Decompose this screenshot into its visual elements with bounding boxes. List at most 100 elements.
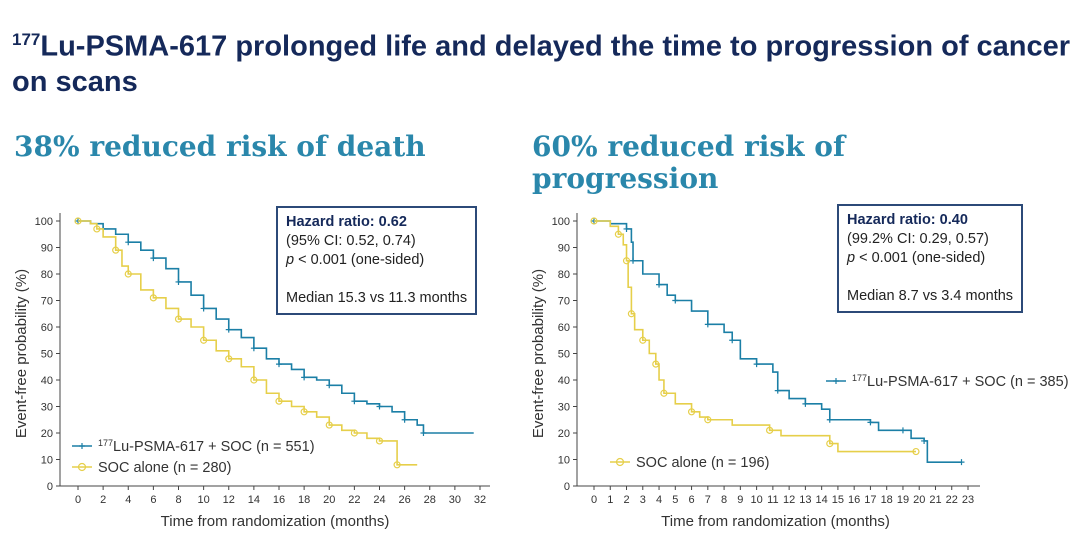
x-tick-label: 2	[623, 494, 629, 506]
right-chart-title: 60% reduced risk of progression	[532, 130, 846, 195]
censor-mark	[652, 360, 660, 368]
x-tick-label: 9	[737, 494, 743, 506]
left-chart-title: 38% reduced risk of death	[14, 130, 426, 163]
censor-mark	[590, 217, 598, 225]
censor-mark	[704, 416, 712, 424]
censor-mark	[826, 440, 834, 448]
x-tick-label: 21	[929, 494, 941, 506]
censor-mark	[774, 387, 781, 394]
x-tick-label: 20	[913, 494, 925, 506]
x-tick-label: 8	[175, 494, 181, 506]
y-tick-label: 30	[41, 402, 53, 414]
censor-mark	[225, 355, 233, 363]
censor-mark	[729, 337, 736, 344]
y-tick-label: 40	[558, 375, 570, 387]
censor-mark	[393, 461, 401, 469]
x-tick-label: 2	[100, 494, 106, 506]
censor-mark	[93, 225, 101, 233]
x-tick-label: 30	[449, 494, 461, 506]
x-axis-label: Time from randomization (months)	[661, 513, 890, 530]
x-tick-label: 32	[474, 494, 486, 506]
censor-mark	[200, 336, 208, 344]
censor-mark	[867, 419, 874, 426]
title-text: Lu-PSMA-617 prolonged life and delayed t…	[12, 30, 1071, 98]
censor-mark	[660, 389, 668, 397]
censor-mark	[225, 326, 232, 333]
y-tick-label: 0	[47, 481, 53, 493]
median: Median 8.7 vs 3.4 months	[847, 288, 1014, 304]
x-tick-label: 18	[881, 494, 893, 506]
censor-mark	[704, 321, 711, 328]
legend-superscript: 177	[852, 373, 867, 383]
hr-value: 0.62	[378, 214, 407, 230]
x-tick-label: 10	[198, 494, 210, 506]
y-tick-label: 70	[558, 296, 570, 308]
km-curve-treatment	[594, 220, 962, 463]
x-tick-label: 11	[767, 494, 778, 506]
x-tick-label: 3	[640, 494, 646, 506]
censor-mark	[622, 257, 631, 265]
censor-mark	[639, 336, 647, 344]
y-tick-label: 60	[41, 322, 53, 334]
y-tick-label: 90	[41, 243, 53, 255]
x-tick-label: 1	[607, 494, 613, 506]
legend-label: 177Lu-PSMA-617 + SOC (n = 385)	[852, 373, 1069, 390]
x-tick-label: 4	[656, 494, 662, 506]
ci: (99.2% CI: 0.29, 0.57)	[847, 231, 989, 247]
censor-mark	[275, 397, 283, 405]
censor-mark	[614, 230, 622, 238]
censor-mark	[175, 278, 182, 285]
legend-text: Lu-PSMA-617 + SOC (n = 551)	[113, 439, 315, 455]
y-tick-label: 60	[558, 322, 570, 334]
legend-marker	[833, 378, 839, 384]
censor-mark	[250, 345, 257, 352]
censor-mark	[899, 427, 906, 434]
x-tick-label: 12	[783, 494, 795, 506]
x-tick-label: 19	[897, 494, 909, 506]
censor-mark	[174, 315, 183, 323]
hr-value: 0.40	[939, 212, 968, 228]
censor-mark	[376, 403, 383, 410]
y-tick-label: 80	[41, 269, 53, 281]
x-tick-label: 13	[799, 494, 811, 506]
x-tick-label: 17	[864, 494, 876, 506]
x-tick-label: 23	[962, 494, 974, 506]
page-title: 177Lu-PSMA-617 prolonged life and delaye…	[12, 22, 1080, 100]
censor-mark	[921, 437, 928, 444]
right-stats-box: Hazard ratio: 0.40 (99.2% CI: 0.29, 0.57…	[837, 204, 1024, 313]
x-tick-label: 12	[223, 494, 235, 506]
legend-superscript: 177	[98, 438, 113, 448]
censor-mark	[150, 255, 157, 262]
x-tick-label: 16	[848, 494, 860, 506]
legend-label: SOC alone (n = 280)	[98, 460, 231, 476]
censor-mark	[630, 257, 637, 264]
hr-label: Hazard ratio:	[847, 212, 936, 228]
y-tick-label: 70	[41, 296, 53, 308]
censor-mark	[276, 361, 282, 368]
y-tick-label: 50	[41, 349, 53, 361]
legend-marker	[79, 443, 85, 449]
censor-mark	[627, 310, 636, 318]
censor-mark	[300, 408, 308, 416]
censor-mark	[958, 459, 965, 466]
x-tick-label: 14	[248, 494, 260, 506]
x-tick-label: 5	[672, 494, 678, 506]
censor-mark	[672, 297, 679, 304]
x-tick-label: 6	[689, 494, 695, 506]
x-tick-label: 24	[373, 494, 385, 506]
y-axis-label: Event-free probability (%)	[13, 269, 30, 438]
legend-text: Lu-PSMA-617 + SOC (n = 385)	[867, 374, 1069, 390]
censor-mark	[656, 281, 663, 288]
y-tick-label: 40	[41, 375, 53, 387]
x-tick-label: 14	[816, 494, 828, 506]
censor-mark	[250, 376, 258, 384]
y-axis-label: Event-free probability (%)	[530, 269, 547, 438]
legend-marker	[77, 462, 87, 472]
censor-mark	[687, 408, 696, 416]
y-tick-label: 20	[558, 428, 570, 440]
censor-mark	[766, 426, 774, 434]
censor-mark	[753, 361, 760, 368]
x-tick-label: 0	[591, 494, 597, 506]
p-value: < 0.001 (one-sided)	[298, 252, 425, 268]
